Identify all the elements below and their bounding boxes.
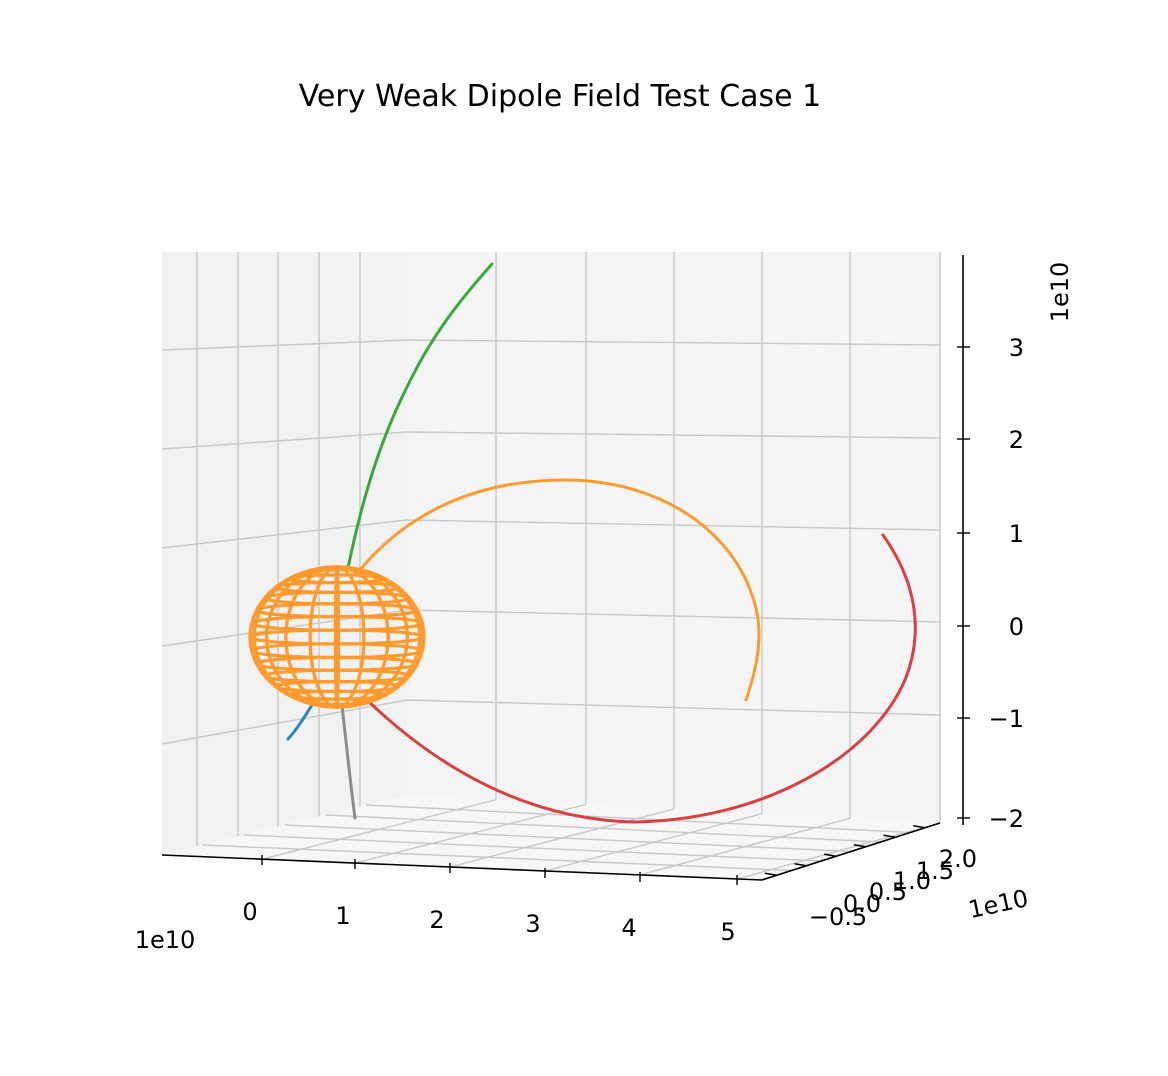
x-tick-label: 4	[621, 914, 636, 942]
chart-panes	[162, 252, 940, 880]
z-tick-label: 1	[1009, 520, 1024, 548]
pane-left	[162, 252, 407, 855]
x-tick-label: 0	[242, 898, 257, 926]
z-tick-label: 0	[1009, 613, 1024, 641]
z-tick-label: 3	[1009, 334, 1024, 362]
x-tick-label: 1	[335, 902, 350, 930]
x-tick-label: 3	[525, 910, 540, 938]
x-tick-label: 5	[720, 918, 735, 946]
z-axis-offset: 1e10	[1046, 262, 1074, 323]
z-tick-label: −1	[989, 705, 1024, 733]
z-tick-label: −2	[989, 805, 1024, 833]
y-axis-offset: 1e10	[966, 884, 1031, 924]
z-tick-label: 2	[1009, 426, 1024, 454]
y-tick-label: 2.0	[939, 845, 977, 873]
x-axis-offset: 1e10	[135, 926, 196, 954]
chart-title: Very Weak Dipole Field Test Case 1	[299, 79, 822, 114]
sphere-longitude	[336, 567, 339, 707]
x-tick-label: 2	[429, 906, 444, 934]
